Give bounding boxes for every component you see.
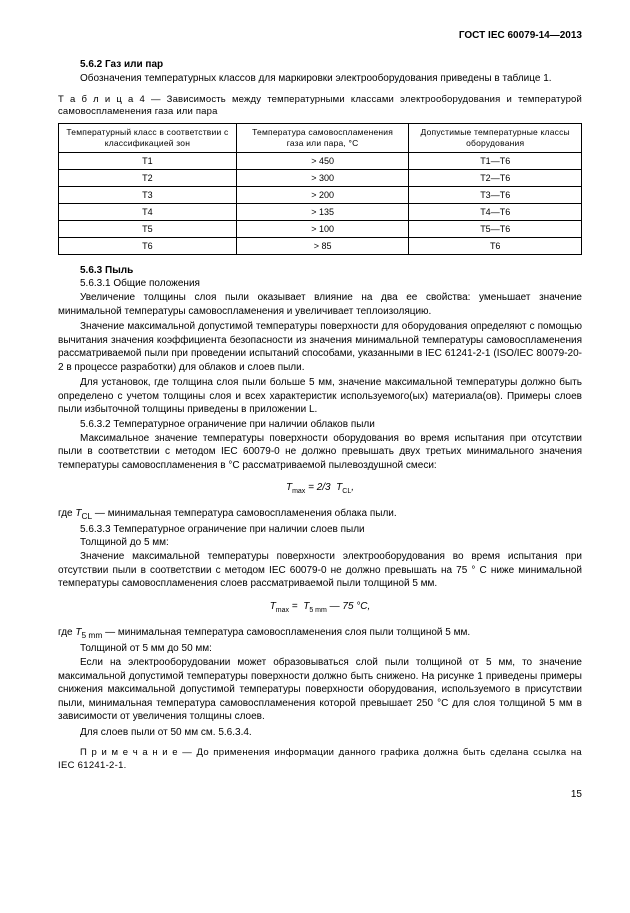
table4-col-0: Температурный класс в соответствии с кла… — [59, 124, 237, 153]
standard-reference: ГОСТ IEC 60079-14—2013 — [58, 30, 582, 41]
sub-5632: 5.6.3.2 Температурное ограничение при на… — [58, 419, 582, 430]
table-cell: T6 — [409, 238, 582, 255]
table-row: T5> 100T5—T6 — [59, 221, 582, 238]
table-cell: T1 — [59, 153, 237, 170]
note-563: П р и м е ч а н и е — До применения инфо… — [58, 747, 582, 773]
section-562-intro: Обозначения температурных классов для ма… — [58, 72, 582, 86]
table-cell: T2—T6 — [409, 170, 582, 187]
section-562-heading: 5.6.2 Газ или пар — [58, 59, 582, 70]
table-row: T4> 135T4—T6 — [59, 204, 582, 221]
table-row: T6> 85T6 — [59, 238, 582, 255]
where-1: где TCL — минимальная температура самово… — [58, 507, 582, 522]
table-cell: T4 — [59, 204, 237, 221]
para-563-6: Значение максимальной температуры поверх… — [58, 550, 582, 591]
table-cell: T5 — [59, 221, 237, 238]
page-number: 15 — [58, 789, 582, 800]
table-cell: T3 — [59, 187, 237, 204]
table-row: T1> 450T1—T6 — [59, 153, 582, 170]
table-cell: > 100 — [236, 221, 409, 238]
table-cell: T5—T6 — [409, 221, 582, 238]
table4-col-2: Допустимые температурные классы оборудов… — [409, 124, 582, 153]
para-563-8: Если на электрооборудовании может образо… — [58, 656, 582, 724]
table4-header-row: Температурный класс в соответствии с кла… — [59, 124, 582, 153]
table4-caption: Т а б л и ц а 4 — Зависимость между темп… — [58, 94, 582, 120]
table4-body: T1> 450T1—T6T2> 300T2—T6T3> 200T3—T6T4> … — [59, 153, 582, 255]
table4-col-1: Температура самовоспламенения газа или п… — [236, 124, 409, 153]
para-563-9: Для слоев пыли от 50 мм см. 5.6.3.4. — [58, 726, 582, 740]
para-563-4: Максимальное значение температуры поверх… — [58, 432, 582, 473]
para-563-2: Значение максимальной допустимой темпера… — [58, 320, 582, 374]
table-cell: T1—T6 — [409, 153, 582, 170]
para-563-5: Толщиной до 5 мм: — [58, 537, 582, 548]
table-row: T2> 300T2—T6 — [59, 170, 582, 187]
table4: Температурный класс в соответствии с кла… — [58, 123, 582, 255]
table-cell: > 135 — [236, 204, 409, 221]
table-cell: > 85 — [236, 238, 409, 255]
formula-1: Tmax = 2/3 TCL, — [58, 482, 582, 495]
table-cell: T6 — [59, 238, 237, 255]
sub-5631: 5.6.3.1 Общие положения — [58, 278, 582, 289]
table-cell: T2 — [59, 170, 237, 187]
where-2: где T5 mm — минимальная температура само… — [58, 626, 582, 641]
table-cell: T4—T6 — [409, 204, 582, 221]
table-cell: > 450 — [236, 153, 409, 170]
table-cell: > 300 — [236, 170, 409, 187]
table-cell: > 200 — [236, 187, 409, 204]
para-563-7: Толщиной от 5 мм до 50 мм: — [58, 643, 582, 654]
table-row: T3> 200T3—T6 — [59, 187, 582, 204]
table-cell: T3—T6 — [409, 187, 582, 204]
document-page: ГОСТ IEC 60079-14—2013 5.6.2 Газ или пар… — [0, 0, 630, 913]
section-563-heading: 5.6.3 Пыль — [58, 265, 582, 276]
formula-2: Tmax = T5 mm — 75 °C, — [58, 601, 582, 614]
sub-5633: 5.6.3.3 Температурное ограничение при на… — [58, 524, 582, 535]
para-563-3: Для установок, где толщина слоя пыли бол… — [58, 376, 582, 417]
para-563-1: Увеличение толщины слоя пыли оказывает в… — [58, 291, 582, 318]
